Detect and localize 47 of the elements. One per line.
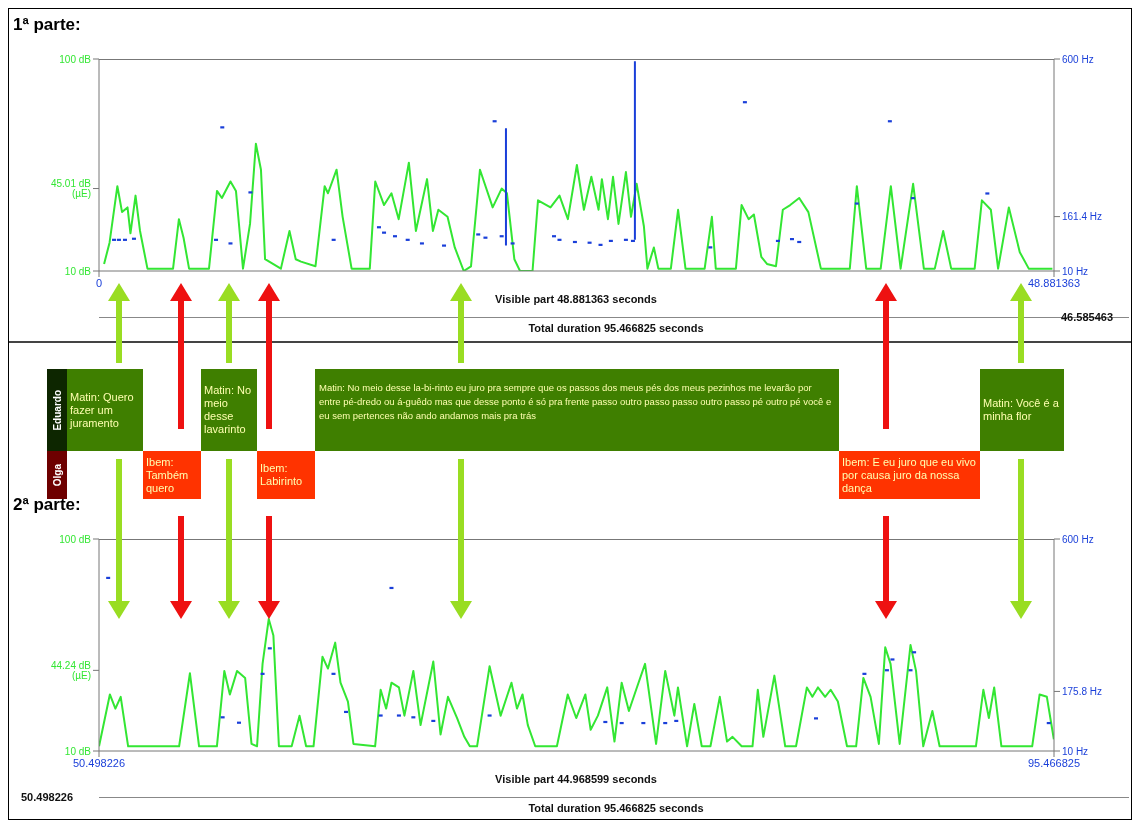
text: Visible part 44.968599 seconds	[494, 773, 658, 785]
y-tick-label: 45.01 dB (µE)	[50, 178, 92, 200]
point	[890, 658, 895, 661]
point	[476, 233, 481, 236]
text: 46.585463	[1061, 311, 1114, 323]
y2-tick-label: 10 Hz	[1062, 745, 1089, 757]
x-tick-label: 48.881363	[1028, 276, 1080, 289]
text: 50.498226	[21, 791, 74, 803]
y-tick-label: 100 dB	[59, 53, 92, 65]
y-tick-label: 10 dB	[64, 745, 92, 757]
point	[487, 714, 492, 717]
y2-tick-label: 10 Hz	[1062, 265, 1089, 277]
text: Matin: No meio desse la-bi-rinto eu juro pra sempre que os passos dos meus pés dos meus pezinhos me levarão por entre pé-dredo ou á-guêdo mas que desse ponto é só pra frente passo outro passo passo outro passo pé outro pé você e eu sem pertences não ando andamos mais pra trás	[319, 381, 833, 423]
y2-tick-label: 161.4 Hz	[1062, 211, 1103, 223]
category-label: Olga	[51, 463, 63, 487]
chart-title: 2ª parte:	[13, 495, 81, 515]
text: Matin: Quero fazer um juramento	[70, 390, 135, 430]
point	[378, 714, 383, 717]
chart-title: 1ª parte:	[13, 15, 81, 35]
y-tick-label: 10 dB	[64, 265, 92, 277]
point	[419, 242, 424, 245]
text: Ibem: E eu juro que eu vivo por causa juro da nossa dança	[842, 455, 977, 495]
text: Total duration 95.466825 seconds	[527, 322, 705, 334]
point	[985, 192, 990, 195]
y-tick-label: 100 dB	[59, 533, 92, 545]
point	[228, 242, 233, 245]
text: Ibem: Labirinto	[260, 462, 304, 488]
text: Matin: Você é a minha flor	[983, 397, 1060, 423]
point	[248, 191, 253, 194]
y2-tick-label: 175.8 Hz	[1062, 685, 1103, 697]
x-tick-label: 0	[95, 276, 103, 289]
text: Visible part 48.881363 seconds	[494, 293, 658, 305]
x-tick-label: 95.466825	[1028, 756, 1080, 769]
point	[854, 202, 859, 205]
point	[442, 244, 447, 247]
text: Ibem: Também quero	[146, 455, 190, 495]
y-tick-label: 44.24 dB (µE)	[50, 659, 92, 681]
point	[510, 242, 515, 245]
line-series	[103, 142, 1054, 271]
point	[396, 714, 401, 717]
text: Total duration 95.466825 seconds	[527, 802, 705, 814]
category-label: Eduardo	[51, 389, 63, 431]
y2-tick-label: 600 Hz	[1062, 53, 1094, 65]
line-series	[99, 618, 1054, 748]
y2-tick-label: 600 Hz	[1062, 533, 1094, 545]
point	[814, 717, 818, 720]
text: Matin: No meio desse lavarinto	[204, 384, 253, 436]
